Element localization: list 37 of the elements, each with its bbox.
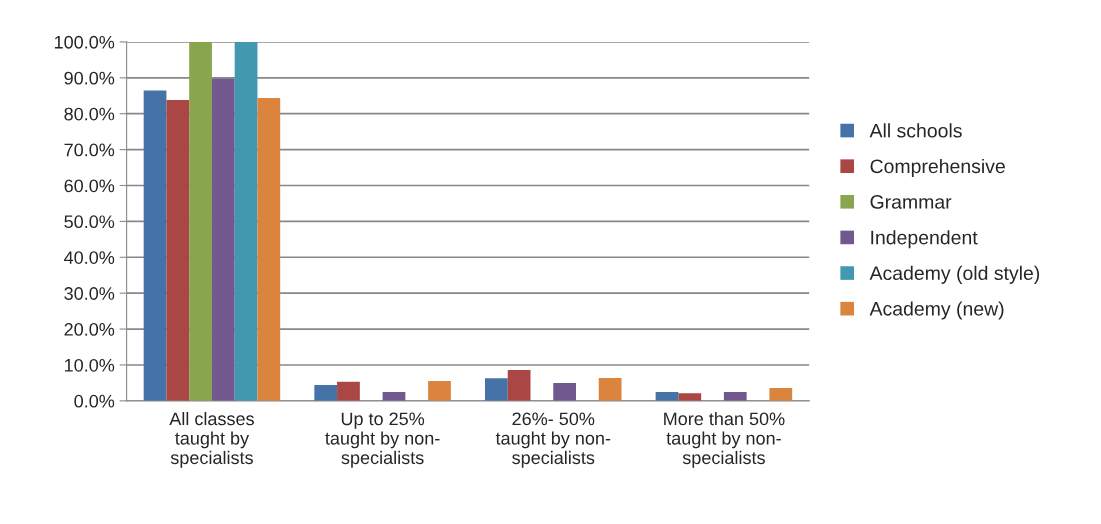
bar <box>234 41 258 401</box>
y-tick-label: 60.0% <box>64 179 115 193</box>
y-tick-label: 50.0% <box>64 215 115 229</box>
bar <box>337 381 360 401</box>
y-tick-label: 70.0% <box>64 143 115 157</box>
y-tick-label: 100.0% <box>54 35 115 49</box>
bar <box>166 100 190 401</box>
legend-label: All schools <box>869 123 962 138</box>
bar <box>507 369 531 401</box>
bar <box>723 391 747 401</box>
y-tick-label: 20.0% <box>64 323 115 336</box>
bar <box>598 377 622 401</box>
legend-label: Comprehensive <box>870 158 1005 178</box>
bar <box>314 385 338 401</box>
y-tick-label: 10.0% <box>64 358 115 372</box>
y-tick-label: 0.0% <box>74 394 115 408</box>
legend-label: Academy (old style) <box>869 265 1040 284</box>
x-tick-label: More than 50% taught by non- specialists <box>664 411 785 468</box>
y-tick-label: 40.0% <box>64 251 115 264</box>
bar <box>553 382 577 401</box>
legend-label: Grammar <box>870 195 952 209</box>
x-tick-label: All classes taught by specialists <box>169 411 254 468</box>
bar <box>678 393 702 401</box>
y-tick-label: 30.0% <box>64 287 115 300</box>
y-tick-label: 80.0% <box>64 107 115 121</box>
x-tick-label: 26%- 50% taught by non- specialists <box>495 412 611 468</box>
bar <box>189 41 212 401</box>
x-tick-label: Up to 25% taught by non- specialists <box>325 412 440 468</box>
legend-label: Academy (new) <box>869 301 1004 320</box>
bar <box>484 378 508 401</box>
bar <box>143 90 167 401</box>
legend-label: Independent <box>871 230 978 249</box>
bar <box>211 78 235 401</box>
bar <box>428 381 451 401</box>
bar <box>769 387 793 401</box>
y-tick-label: 90.0% <box>64 71 115 85</box>
bar <box>257 97 281 401</box>
